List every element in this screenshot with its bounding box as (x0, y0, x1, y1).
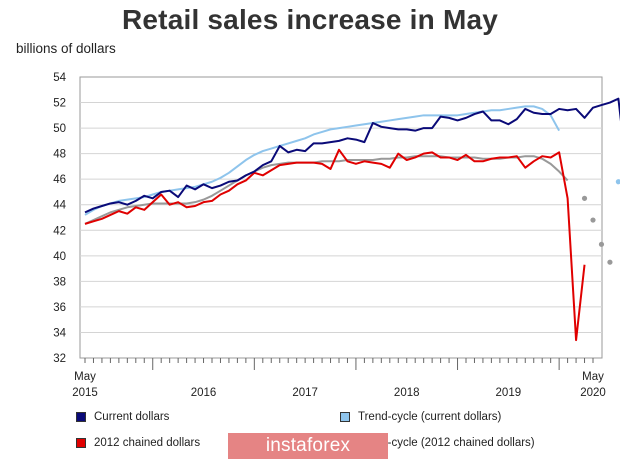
y-tick-label-48: 48 (53, 149, 66, 161)
x-tick-label-year-1: 2016 (191, 387, 217, 399)
y-tick-label-50: 50 (53, 123, 66, 135)
legend-item-current-dollars: Current dollars (76, 411, 169, 423)
x-tick-label-top-0: May (74, 371, 96, 383)
x-tick-label-year-2: 2017 (292, 387, 318, 399)
legend-item-trend-current: Trend-cycle (current dollars) (340, 411, 501, 423)
y-axis-unit-label: billions of dollars (16, 41, 116, 56)
y-tick-label-38: 38 (53, 276, 66, 288)
watermark-logo: instaforex (228, 433, 388, 459)
y-tick-label-42: 42 (53, 225, 66, 237)
legend-swatch-current-dollars (76, 412, 86, 422)
y-tick-label-34: 34 (53, 327, 66, 339)
legend-item-chained-dollars: 2012 chained dollars (76, 437, 200, 449)
y-tick-label-40: 40 (53, 251, 66, 263)
series-line-current-dollars (84, 97, 620, 214)
legend-label-trend-current: Trend-cycle (current dollars) (358, 411, 502, 423)
legend-swatch-chained-dollars (76, 438, 86, 448)
x-tick-label-year-0: 2015 (72, 387, 98, 399)
legend-label-current-dollars: Current dollars (94, 411, 170, 423)
y-tick-label-54: 54 (53, 72, 66, 84)
y-tick-label-36: 36 (53, 302, 66, 314)
legend-label-chained-dollars: 2012 chained dollars (94, 437, 201, 449)
series-line-trend-cycle-2012-chained-dollars (84, 155, 569, 225)
axes: 32 34 36 38 40 42 44 46 48 50 52 54 May 2015 2016 2017 2… (53, 72, 606, 399)
point-trend-cycle-2012-chained-dollars-3 (607, 259, 613, 265)
series-line-2012-chained-dollars (84, 148, 586, 342)
y-tick-label-32: 32 (53, 353, 66, 365)
x-tick-label-year-3: 2018 (394, 387, 420, 399)
legend-label-trend-chained: Trend-cycle (2012 chained dollars) (358, 437, 535, 449)
y-tick-label-46: 46 (53, 174, 66, 186)
series-group (84, 97, 620, 342)
point-trend-cycle-2012-chained-dollars-0 (581, 195, 588, 201)
chart-title: Retail sales increase in May (121, 4, 499, 35)
x-tick-label-year-4: 2019 (496, 387, 522, 399)
point-trend-cycle-2012-chained-dollars-1 (590, 217, 596, 223)
point-trend-cycle-2012-chained-dollars-2 (598, 241, 605, 247)
plot-frame (79, 76, 603, 359)
y-tick-label-44: 44 (53, 200, 66, 212)
point-trend-cycle-current-dollars-0 (615, 179, 620, 185)
x-tick-label-year-5: 2020 (580, 387, 606, 399)
line-chart: billions of dollars 32 34 36 38 40 42 44 46 48 50… (16, 41, 620, 399)
legend-swatch-trend-current (340, 412, 350, 422)
x-tick-label-top-5: May (582, 371, 604, 383)
grid-lines (79, 76, 603, 359)
y-tick-label-52: 52 (53, 98, 66, 110)
